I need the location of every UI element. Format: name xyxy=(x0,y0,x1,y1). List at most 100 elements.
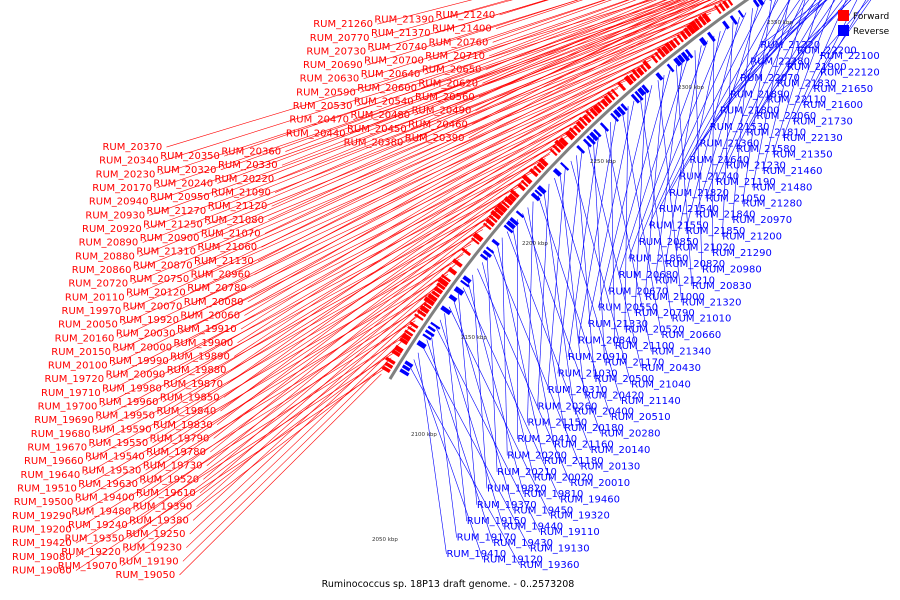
forward-gene-label: RUM_20110 xyxy=(65,292,125,303)
reverse-gene-label: RUM_20130 xyxy=(580,461,640,472)
leader-line xyxy=(75,336,405,544)
leader-line xyxy=(217,0,711,184)
reverse-gene-label: RUM_21530 xyxy=(710,122,770,133)
forward-gene-block xyxy=(433,285,444,295)
forward-gene-block xyxy=(436,282,446,291)
reverse-gene-block xyxy=(634,90,644,101)
reverse-gene-label: RUM_20310 xyxy=(548,385,608,396)
forward-gene-block xyxy=(409,321,419,329)
leader-line xyxy=(230,149,555,371)
forward-gene-label: RUM_20450 xyxy=(347,124,407,135)
forward-gene-label: RUM_19080 xyxy=(12,552,72,563)
leader-line xyxy=(587,144,642,369)
leader-line xyxy=(156,0,712,189)
forward-gene-block xyxy=(697,15,707,26)
reverse-gene-block xyxy=(430,321,441,330)
forward-gene-block xyxy=(642,60,652,70)
leader-line xyxy=(428,0,607,61)
leader-line xyxy=(638,26,727,243)
forward-gene-block xyxy=(404,329,414,337)
leader-line xyxy=(732,8,753,221)
reverse-gene-label: RUM_20910 xyxy=(568,352,628,363)
reverse-gene-label: RUM_21230 xyxy=(726,160,786,171)
leader-line xyxy=(84,258,460,476)
forward-gene-label: RUM_20620 xyxy=(418,78,478,89)
reverse-gene-block xyxy=(448,294,458,303)
reverse-gene-block xyxy=(536,185,547,195)
reverse-gene-label: RUM_21170 xyxy=(605,357,665,368)
leader-line xyxy=(244,96,609,316)
leader-line xyxy=(166,0,654,148)
forward-gene-block xyxy=(714,4,722,15)
leader-line xyxy=(654,59,683,281)
reverse-gene-label: RUM_21200 xyxy=(722,232,782,243)
forward-gene-block xyxy=(640,64,648,73)
forward-gene-block xyxy=(689,20,700,32)
forward-gene-block xyxy=(440,274,452,283)
leader-line xyxy=(430,332,457,538)
leader-line xyxy=(522,213,602,434)
forward-gene-label: RUM_20950 xyxy=(150,192,210,203)
leader-line xyxy=(648,12,747,226)
leader-line xyxy=(80,274,449,489)
forward-gene-label: RUM_20070 xyxy=(123,301,183,312)
reverse-gene-label: RUM_19120 xyxy=(483,555,543,566)
forward-gene-label: RUM_19720 xyxy=(44,374,104,385)
reverse-gene-label: RUM_21640 xyxy=(690,155,750,166)
leader-line xyxy=(145,20,702,230)
leader-line xyxy=(186,88,619,307)
forward-gene-block xyxy=(718,2,726,12)
leader-line xyxy=(715,0,791,182)
leader-lines xyxy=(75,0,872,576)
forward-gene-block xyxy=(496,202,508,214)
forward-gene-label: RUM_19670 xyxy=(27,443,87,454)
leader-line xyxy=(176,126,577,348)
reverse-gene-label: RUM_21050 xyxy=(706,193,766,204)
leader-line xyxy=(360,0,629,93)
reverse-gene-block xyxy=(620,103,628,112)
leader-line xyxy=(435,326,541,533)
leader-line xyxy=(417,0,668,102)
reverse-gene-label: RUM_20970 xyxy=(732,215,792,226)
reverse-gene-block xyxy=(593,128,602,138)
reverse-gene-block xyxy=(453,286,465,296)
reverse-gene-label: RUM_20010 xyxy=(570,478,630,489)
reverse-gene-label: RUM_21330 xyxy=(588,319,648,330)
reverse-gene-block xyxy=(416,340,427,350)
leader-line xyxy=(679,0,790,177)
leader-line xyxy=(634,90,647,314)
reverse-gene-block xyxy=(655,72,664,81)
forward-gene-block xyxy=(597,101,605,110)
forward-gene-block xyxy=(517,183,526,192)
forward-gene-block xyxy=(573,124,582,133)
reverse-gene-label: RUM_21360 xyxy=(700,139,760,150)
forward-gene-block xyxy=(509,188,520,199)
leader-line xyxy=(353,0,666,120)
leader-line xyxy=(756,0,836,117)
leader-line xyxy=(152,0,728,202)
forward-gene-label: RUM_20700 xyxy=(364,56,424,67)
forward-gene-block xyxy=(686,23,697,35)
forward-gene-block xyxy=(631,69,641,79)
forward-gene-block xyxy=(694,17,703,29)
leader-line xyxy=(506,231,591,451)
leader-line xyxy=(752,0,790,188)
kbp-tick-label: 2350 kbp xyxy=(767,20,793,26)
leader-line xyxy=(410,0,695,130)
leader-line xyxy=(139,43,672,257)
forward-gene-label: RUM_19920 xyxy=(119,315,179,326)
forward-gene-label: RUM_20060 xyxy=(180,310,240,321)
leader-line xyxy=(492,0,612,43)
gene-features xyxy=(381,0,772,377)
leader-line xyxy=(501,237,508,456)
reverse-gene-block xyxy=(729,15,738,25)
forward-gene-block xyxy=(654,51,662,61)
reverse-gene-block xyxy=(769,0,772,1)
leader-line xyxy=(104,172,533,394)
forward-gene-block xyxy=(447,266,458,276)
forward-gene-block xyxy=(452,258,463,268)
leader-line xyxy=(183,100,605,321)
forward-gene-label: RUM_20880 xyxy=(75,251,135,262)
forward-gene-block xyxy=(606,91,616,101)
